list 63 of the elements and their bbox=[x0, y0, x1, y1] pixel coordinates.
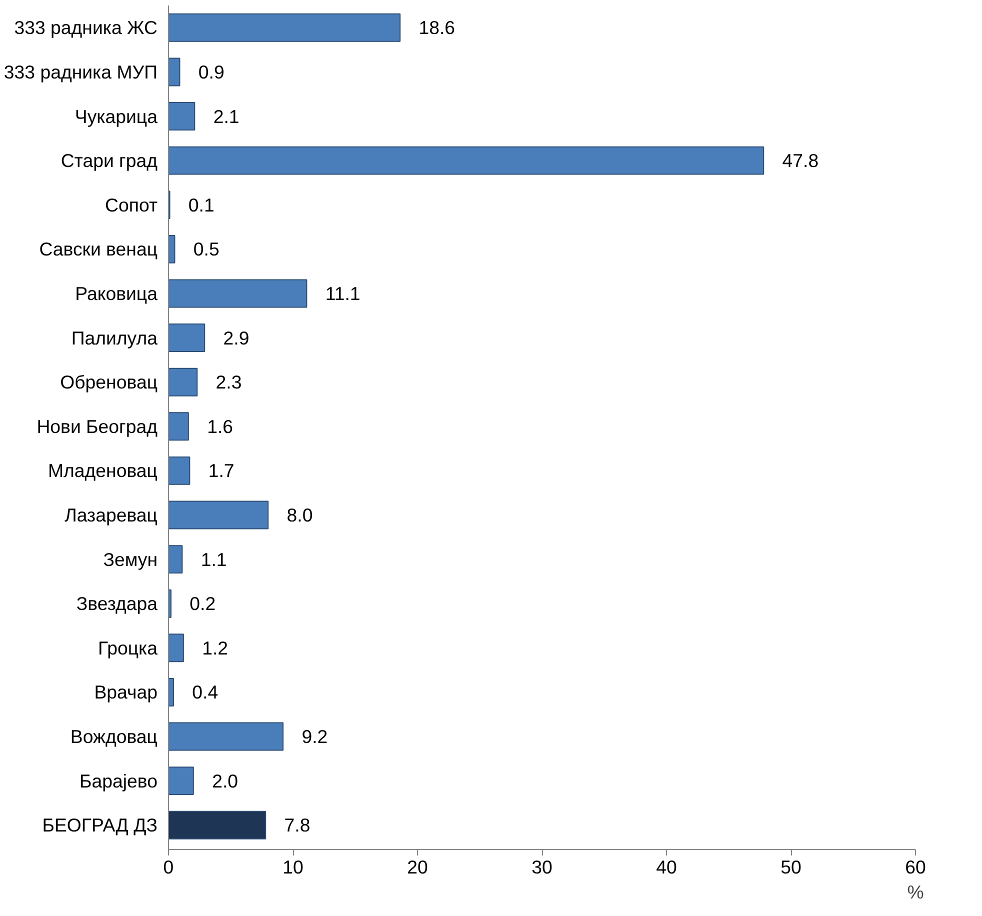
y-tick-label: Младеновац bbox=[48, 460, 158, 482]
x-tick-label: 20 bbox=[407, 856, 428, 878]
y-tick-label: Гроцка bbox=[98, 637, 158, 658]
data-label: 0.4 bbox=[192, 682, 218, 703]
y-tick-label: Раковица bbox=[75, 282, 158, 304]
x-tick-label: 60 bbox=[905, 856, 926, 878]
data-label: 2.3 bbox=[216, 372, 242, 393]
bar bbox=[168, 634, 184, 662]
data-label: 11.1 bbox=[325, 282, 360, 304]
bar bbox=[168, 678, 174, 706]
data-label: 2.9 bbox=[223, 327, 250, 348]
y-tick-label: 333 радника ЖС bbox=[14, 17, 158, 38]
y-tick-label: Лазаревац bbox=[64, 504, 158, 526]
bar bbox=[168, 766, 194, 796]
bar bbox=[168, 102, 196, 130]
data-label: 2.1 bbox=[213, 106, 240, 127]
y-tick-label: Земун bbox=[103, 548, 158, 570]
data-label: 1.1 bbox=[200, 548, 227, 570]
bar bbox=[168, 500, 269, 530]
data-label: 1.2 bbox=[202, 637, 228, 658]
y-tick-label: 333 радника МУП bbox=[4, 61, 158, 82]
bar bbox=[168, 368, 198, 396]
y-tick-label: Чукарица bbox=[74, 106, 158, 127]
data-label: 2.0 bbox=[212, 770, 238, 792]
x-axis-title: % bbox=[907, 882, 924, 902]
y-tick-label: Звездара bbox=[76, 593, 158, 614]
y-tick-label: Вождовац bbox=[70, 726, 158, 748]
bar bbox=[168, 810, 266, 840]
data-label: 9.2 bbox=[302, 726, 328, 748]
bar bbox=[168, 722, 284, 751]
x-tick-label: 40 bbox=[656, 856, 677, 878]
data-label: 1.7 bbox=[208, 460, 234, 482]
y-tick-label: Савски венац bbox=[39, 238, 158, 260]
y-tick-label: Стари град bbox=[60, 150, 158, 172]
data-label: 1.6 bbox=[207, 416, 234, 437]
data-label: 18.6 bbox=[418, 17, 456, 38]
bar bbox=[168, 324, 206, 352]
y-tick-label: Барајево bbox=[80, 770, 158, 792]
y-tick-label: Палилула bbox=[71, 327, 158, 348]
bar bbox=[168, 456, 190, 485]
x-tick-label: 10 bbox=[282, 856, 304, 878]
bar bbox=[168, 146, 764, 175]
y-tick-label: БЕОГРАД ДЗ bbox=[42, 814, 158, 836]
data-label: 8.0 bbox=[286, 504, 313, 526]
bar bbox=[168, 279, 308, 308]
data-label: 0.9 bbox=[198, 61, 224, 82]
x-tick-label: 50 bbox=[780, 856, 802, 878]
x-tick-label: 0 bbox=[163, 856, 174, 878]
y-tick-label: Обреновац bbox=[60, 372, 158, 393]
y-tick-label: Нови Београд bbox=[36, 416, 158, 437]
y-tick-label: Сопот bbox=[105, 194, 158, 216]
bar bbox=[168, 13, 401, 42]
data-label: 0.2 bbox=[190, 593, 216, 614]
data-label: 0.5 bbox=[193, 238, 220, 260]
y-tick-label: Врачар bbox=[94, 682, 158, 703]
x-tick-label: 30 bbox=[532, 856, 552, 878]
data-label: 0.1 bbox=[188, 194, 214, 216]
bar bbox=[168, 412, 189, 441]
bar bbox=[168, 234, 176, 264]
bar bbox=[168, 58, 180, 86]
bar bbox=[168, 545, 183, 574]
data-label: 7.8 bbox=[284, 814, 310, 836]
data-label: 47.8 bbox=[782, 150, 819, 172]
